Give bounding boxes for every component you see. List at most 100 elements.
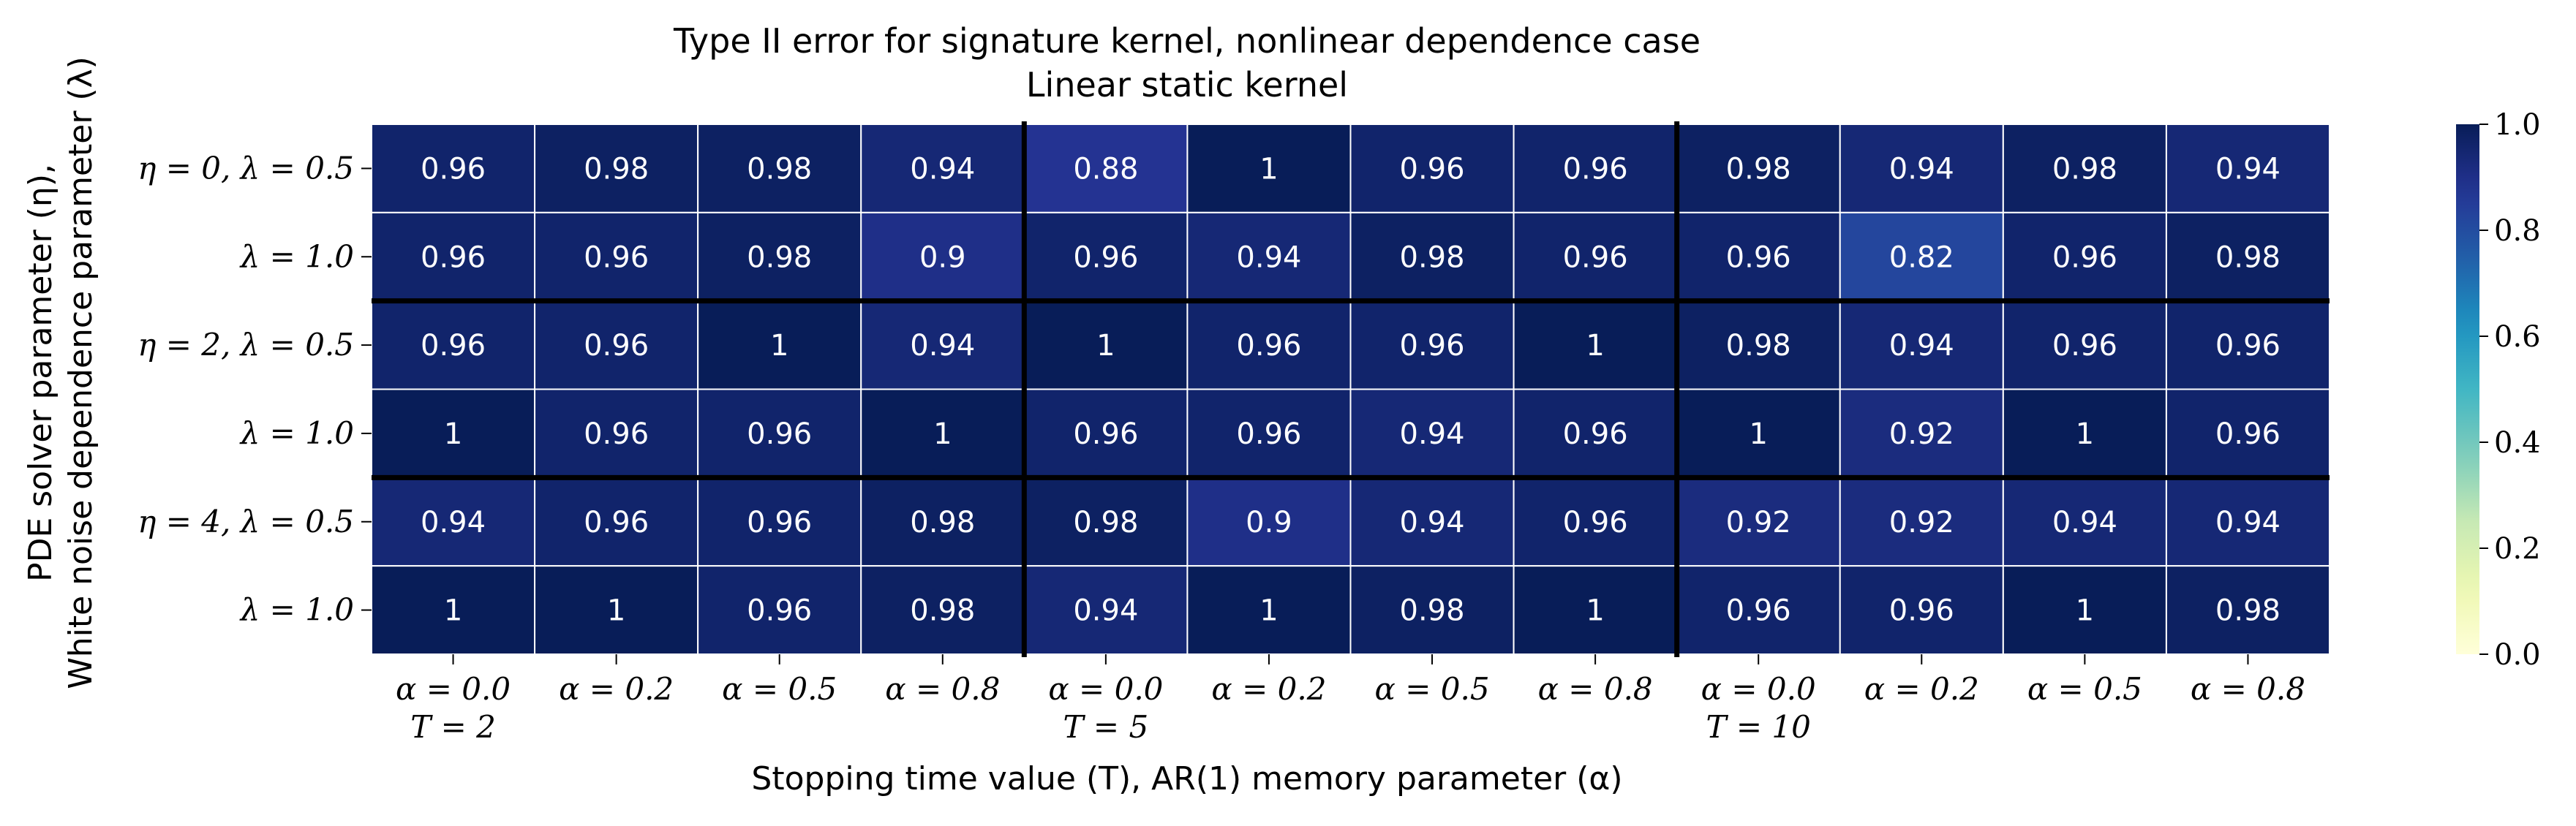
y-tick-label: λ = 1.0 xyxy=(239,415,354,451)
heatmap-cell xyxy=(371,565,536,656)
cell-value-label: 0.98 xyxy=(1400,594,1465,628)
cell-value-label: 0.96 xyxy=(584,329,649,363)
cell-value-label: 0.96 xyxy=(2052,329,2117,363)
heatmap-cell xyxy=(371,300,536,390)
cell-value-label: 0.94 xyxy=(910,329,975,363)
cell-value-label: 0.94 xyxy=(2215,152,2281,186)
cell-value-label: 0.92 xyxy=(1889,417,1954,451)
cell-value-label: 0.96 xyxy=(421,329,486,363)
cell-value-label: 0.96 xyxy=(421,152,486,186)
cell-value-label: 0.96 xyxy=(747,506,812,539)
cell-value-label: 0.92 xyxy=(1889,506,1954,539)
colorbar-tick-label: 0.4 xyxy=(2494,426,2541,460)
y-tick-label: λ = 1.0 xyxy=(239,592,354,628)
cell-value-label: 0.94 xyxy=(1400,417,1465,451)
heatmap-cell xyxy=(2002,477,2167,567)
x-tick-label: α = 0.8 xyxy=(885,671,1000,707)
cell-value-label: 0.94 xyxy=(1073,594,1138,628)
heatmap-cell xyxy=(860,388,1025,479)
heatmap-cell xyxy=(1513,211,1678,302)
heatmap-cell xyxy=(1186,565,1352,656)
cell-value-label: 0.96 xyxy=(1563,152,1628,186)
heatmap-cell xyxy=(534,388,699,479)
y-tick-label: η = 2, λ = 0.5 xyxy=(138,327,354,363)
heatmap-cell xyxy=(2165,124,2331,213)
cell-value-label: 0.96 xyxy=(2215,329,2281,363)
cell-value-label: 0.96 xyxy=(1563,506,1628,539)
heatmap-cell xyxy=(1513,124,1678,213)
cell-value-label: 0.96 xyxy=(747,417,812,451)
x-tick-label: α = 0.8 xyxy=(1538,671,1653,707)
x-tick-label: α = 0.2 xyxy=(1864,671,1979,707)
cell-value-label: 0.98 xyxy=(584,152,649,186)
cell-value-label: 1 xyxy=(1259,594,1278,628)
cell-value-label: 1 xyxy=(607,594,625,628)
colorbar-tick-label: 0.0 xyxy=(2494,638,2541,672)
x-tick-label: α = 0.5 xyxy=(1375,671,1490,707)
heatmap-cell xyxy=(697,300,862,390)
heatmap-cell xyxy=(2002,300,2167,390)
x-tick-label: α = 0.0 xyxy=(1048,671,1163,707)
cell-value-label: 0.98 xyxy=(2215,240,2281,274)
cell-value-label: 0.9 xyxy=(919,240,966,274)
cell-value-label: 1 xyxy=(1586,594,1604,628)
colorbar-tick-label: 1.0 xyxy=(2494,108,2541,142)
heatmap-cell xyxy=(1349,477,1515,567)
heatmap-cell xyxy=(1186,211,1352,302)
x-tick-label: α = 0.0 xyxy=(1701,671,1816,707)
cell-value-label: 0.96 xyxy=(1726,594,1791,628)
cell-value-label: 0.98 xyxy=(2052,152,2117,186)
cell-value-label: 0.96 xyxy=(1236,329,1301,363)
heatmap-cell xyxy=(1513,565,1678,656)
cell-value-label: 1 xyxy=(1586,329,1604,363)
heatmap-cell xyxy=(1676,388,1841,479)
y-axis-ticks: η = 0, λ = 0.5 λ = 1.0 η = 2, λ = 0.5 λ = 1… xyxy=(138,150,372,628)
cell-value-label: 1 xyxy=(2076,417,2094,451)
cell-value-label: 0.98 xyxy=(1726,152,1791,186)
x-group-label: T = 10 xyxy=(1706,709,1811,745)
heatmap-cell xyxy=(2165,565,2331,656)
heatmap-cell xyxy=(1676,565,1841,656)
cell-value-label: 0.96 xyxy=(2052,240,2117,274)
cell-value-label: 0.94 xyxy=(1400,506,1465,539)
x-tick-label: α = 0.2 xyxy=(1211,671,1326,707)
cell-value-label: 0.96 xyxy=(1889,594,1954,628)
cell-value-label: 0.96 xyxy=(1236,417,1301,451)
heatmap-cell xyxy=(1839,124,2004,213)
y-tick-label: η = 4, λ = 0.5 xyxy=(138,504,354,539)
colorbar-gradient xyxy=(2456,124,2479,654)
cell-value-label: 0.96 xyxy=(1563,417,1628,451)
cell-value-label: 0.98 xyxy=(1726,329,1791,363)
colorbar: 0.0 0.2 0.4 0.6 0.8 1.0 xyxy=(2456,108,2541,672)
heatmap-cell xyxy=(371,124,536,213)
chart-subtitle: Linear static kernel xyxy=(1026,65,1348,105)
heatmap-cell xyxy=(1023,300,1189,390)
heatmap-cell xyxy=(860,300,1025,390)
cell-value-label: 0.98 xyxy=(747,152,812,186)
x-group-label: T = 2 xyxy=(410,709,496,745)
heatmap-cell xyxy=(1186,124,1352,213)
y-tick-label: η = 0, λ = 0.5 xyxy=(138,150,354,186)
cell-value-label: 0.96 xyxy=(1073,417,1138,451)
heatmap-cell xyxy=(534,211,699,302)
heatmap-cell xyxy=(1839,388,2004,479)
x-tick-label: α = 0.0 xyxy=(396,671,511,707)
cell-value-label: 0.96 xyxy=(1073,240,1138,274)
x-group-label: T = 5 xyxy=(1063,709,1149,745)
heatmap-cell xyxy=(697,124,862,213)
heatmap-cell xyxy=(371,211,536,302)
cell-value-label: 0.96 xyxy=(1400,152,1465,186)
cell-value-label: 1 xyxy=(1096,329,1115,363)
cell-value-label: 0.96 xyxy=(2215,417,2281,451)
cell-value-label: 0.98 xyxy=(747,240,812,274)
x-axis-label: Stopping time value (T), AR(1) memory pa… xyxy=(751,760,1622,797)
x-tick-label: α = 0.5 xyxy=(2027,671,2142,707)
cell-value-label: 0.98 xyxy=(2215,594,2281,628)
cell-value-label: 0.98 xyxy=(910,506,975,539)
cell-value-label: 0.98 xyxy=(1400,240,1465,274)
cell-value-label: 0.98 xyxy=(1073,506,1138,539)
cell-value-label: 0.94 xyxy=(1236,240,1301,274)
cell-value-label: 0.96 xyxy=(1726,240,1791,274)
chart-title: Type II error for signature kernel, nonl… xyxy=(673,21,1701,61)
cell-value-label: 0.96 xyxy=(584,506,649,539)
